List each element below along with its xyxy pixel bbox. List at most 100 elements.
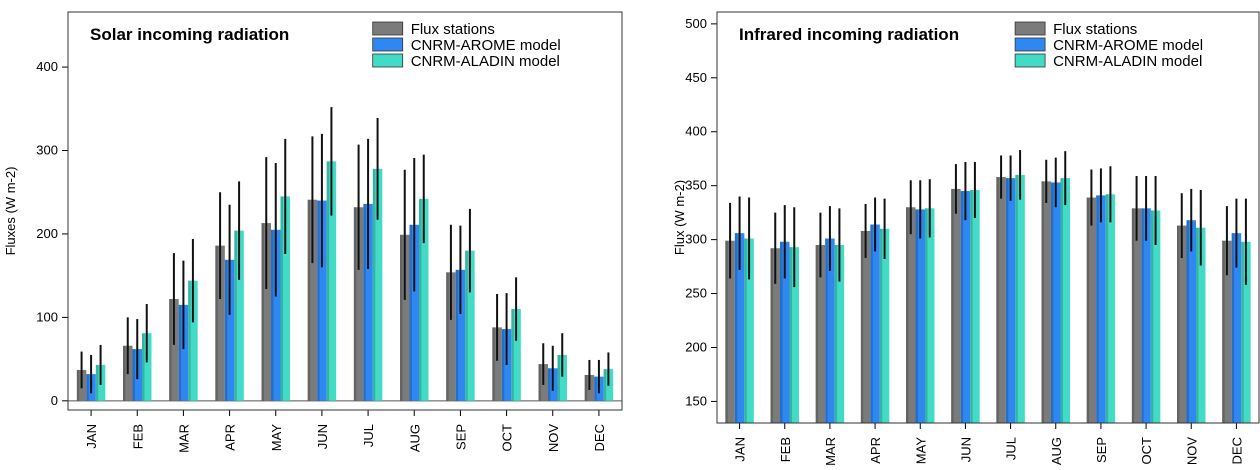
x-tick-label: MAR [176, 424, 191, 453]
plot-frame [716, 11, 1260, 424]
bar [280, 196, 290, 401]
bar-shade [511, 309, 514, 401]
bar-shade [307, 199, 311, 401]
bar-shade [780, 241, 783, 423]
bar-shade [178, 304, 182, 401]
bar [1060, 178, 1070, 423]
bar-shade [132, 349, 135, 401]
bar-shade [271, 229, 274, 401]
bar-shade [455, 269, 459, 401]
bar [860, 230, 871, 423]
bar-shade [951, 188, 954, 423]
x-tick-label: JUN [315, 424, 330, 449]
bar [879, 228, 890, 423]
bar [780, 241, 790, 423]
bar [215, 245, 225, 401]
legend-swatch [372, 53, 404, 68]
bar-shade [860, 230, 864, 423]
bar [1086, 197, 1097, 423]
bar-shade [1131, 208, 1135, 423]
bar [1150, 210, 1161, 423]
legend-swatch [372, 37, 404, 52]
bar [734, 233, 745, 423]
bar-shade [744, 238, 747, 423]
plot [725, 150, 1251, 423]
bar [1131, 208, 1142, 423]
bar-shade [960, 191, 964, 423]
x-tick-label: JUL [1004, 437, 1019, 460]
y-tick-label: 350 [685, 178, 707, 193]
bar-shade [1141, 208, 1144, 423]
bar-shade [996, 177, 999, 423]
bar-shade [548, 368, 551, 401]
bar-shade [123, 345, 126, 401]
bar-shade [280, 196, 283, 401]
bar [1141, 208, 1151, 423]
bar-shade [1015, 174, 1018, 423]
bar-shade [95, 364, 99, 401]
y-tick-label: 400 [685, 124, 707, 139]
bar [372, 168, 383, 401]
bar-shade [1041, 181, 1044, 423]
bar-shade [815, 245, 819, 423]
bar [261, 223, 271, 401]
legend-swatch [372, 21, 404, 36]
bar-shade [419, 198, 422, 401]
bar-shade [446, 272, 449, 401]
x-tick-label: SEP [453, 424, 468, 450]
bar-shade [169, 299, 172, 401]
bar-shade [501, 329, 505, 401]
bar [511, 309, 521, 401]
legend-label: CNRM-AROME model [411, 37, 561, 54]
bar-shade [234, 230, 237, 401]
bar [409, 224, 419, 401]
legend-swatch [1014, 21, 1046, 36]
bar [834, 245, 845, 423]
y-tick-label: 450 [685, 70, 707, 85]
legend-label: CNRM-ALADIN model [411, 53, 560, 70]
bar [326, 161, 337, 401]
bar [271, 229, 281, 401]
bar-shade [915, 209, 918, 423]
bar [400, 234, 410, 401]
bar-shade [725, 240, 728, 423]
bar [169, 299, 179, 401]
bar [1105, 194, 1116, 423]
bar-shade [834, 245, 838, 423]
bar-shade [1231, 233, 1235, 423]
legend-label: CNRM-AROME model [1053, 37, 1203, 54]
bar-shade [1005, 178, 1009, 423]
bar [770, 248, 780, 423]
bar-shade [879, 228, 883, 423]
chart-title: Infrared incoming radiation [739, 25, 959, 44]
chart-title: Solar incoming radiation [90, 25, 289, 44]
bar-shade [1051, 182, 1054, 423]
legend-swatch [1014, 37, 1046, 52]
bar-shade [492, 327, 495, 401]
bar-shade [1222, 240, 1225, 423]
y-tick-label: 0 [51, 393, 58, 408]
y-tick-label: 500 [685, 16, 707, 31]
bar-shade [770, 248, 773, 423]
bar [317, 200, 327, 401]
bar [188, 280, 198, 401]
bar [501, 329, 512, 401]
bar-shade [557, 354, 560, 401]
x-tick-label: DEC [592, 424, 607, 451]
x-tick-label: JUN [958, 437, 973, 462]
bar [363, 203, 373, 401]
x-tick-label: OCT [500, 424, 515, 452]
bar-shade [1196, 227, 1199, 423]
y-tick-label: 300 [36, 143, 58, 158]
bar-shade [1186, 220, 1189, 423]
bar-shade [825, 238, 828, 423]
bar-shade [317, 200, 320, 401]
bar-shade [1105, 194, 1109, 423]
y-tick-label: 200 [36, 226, 58, 241]
bar-shade [326, 161, 330, 401]
x-tick-label: FEB [778, 437, 793, 462]
y-tick-label: 400 [36, 59, 58, 74]
y-tick-label: 150 [685, 393, 707, 408]
x-tick-label: JUL [361, 424, 376, 447]
